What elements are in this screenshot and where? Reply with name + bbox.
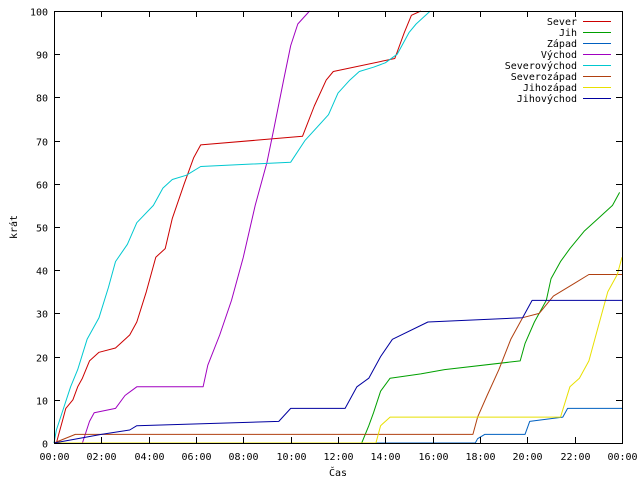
legend-label: Severozápad — [511, 71, 577, 83]
x-tick-label: 00:00 — [39, 452, 69, 463]
legend-label: Jih — [559, 28, 577, 39]
y-tick-label: 80 — [36, 94, 48, 105]
x-tick-label: 20:00 — [512, 452, 542, 463]
y-tick-label: 100 — [30, 8, 48, 19]
series-layer — [53, 10, 623, 444]
series-line-1 — [55, 10, 422, 444]
x-tick-label: 08:00 — [228, 452, 258, 463]
series-line-6 — [53, 274, 622, 444]
x-tick-label: 04:00 — [134, 452, 164, 463]
axis-ticks: 00:00 02:00 04:00 06:00 08:00 10:00 12:00 14:00… — [30, 8, 638, 464]
series-line-5 — [53, 10, 431, 444]
y-tick-label: 10 — [36, 397, 48, 408]
x-tick-label: 22:00 — [560, 452, 590, 463]
y-tick-label: 30 — [36, 310, 48, 321]
legend: SeverJihZápadVýchodSeverovýchodSeverozáp… — [505, 17, 611, 105]
x-tick-label: 12:00 — [323, 452, 353, 463]
y-tick-label: 20 — [36, 354, 48, 365]
legend-label: Jihovýchod — [517, 93, 577, 105]
x-tick-label: 02:00 — [86, 452, 116, 463]
y-tick-label: 0 — [42, 440, 48, 451]
series-line-2 — [54, 192, 621, 444]
series-line-8 — [53, 299, 622, 444]
y-tick-label: 90 — [36, 51, 48, 62]
y-tick-label: 40 — [36, 267, 48, 278]
series-line-7 — [54, 257, 623, 444]
series-line-4 — [54, 10, 310, 444]
legend-label: Severovýchod — [505, 60, 577, 72]
y-tick-label: 50 — [36, 224, 48, 235]
legend-label: Sever — [547, 17, 577, 28]
y-tick-label: 60 — [36, 181, 48, 192]
x-tick-label: 00:00 — [607, 452, 637, 463]
x-tick-label: 14:00 — [370, 452, 400, 463]
series-line-3 — [54, 407, 622, 444]
y-tick-label: 70 — [36, 138, 48, 149]
legend-label: Západ — [547, 38, 577, 50]
x-tick-label: 06:00 — [181, 452, 211, 463]
x-tick-label: 16:00 — [418, 452, 448, 463]
x-tick-label: 18:00 — [465, 452, 495, 463]
legend-label: Východ — [541, 49, 577, 61]
legend-label: Jihozápad — [523, 82, 577, 94]
x-axis-label: Čas — [329, 466, 347, 479]
y-axis-label: krát — [8, 215, 20, 239]
x-tick-label: 10:00 — [276, 452, 306, 463]
